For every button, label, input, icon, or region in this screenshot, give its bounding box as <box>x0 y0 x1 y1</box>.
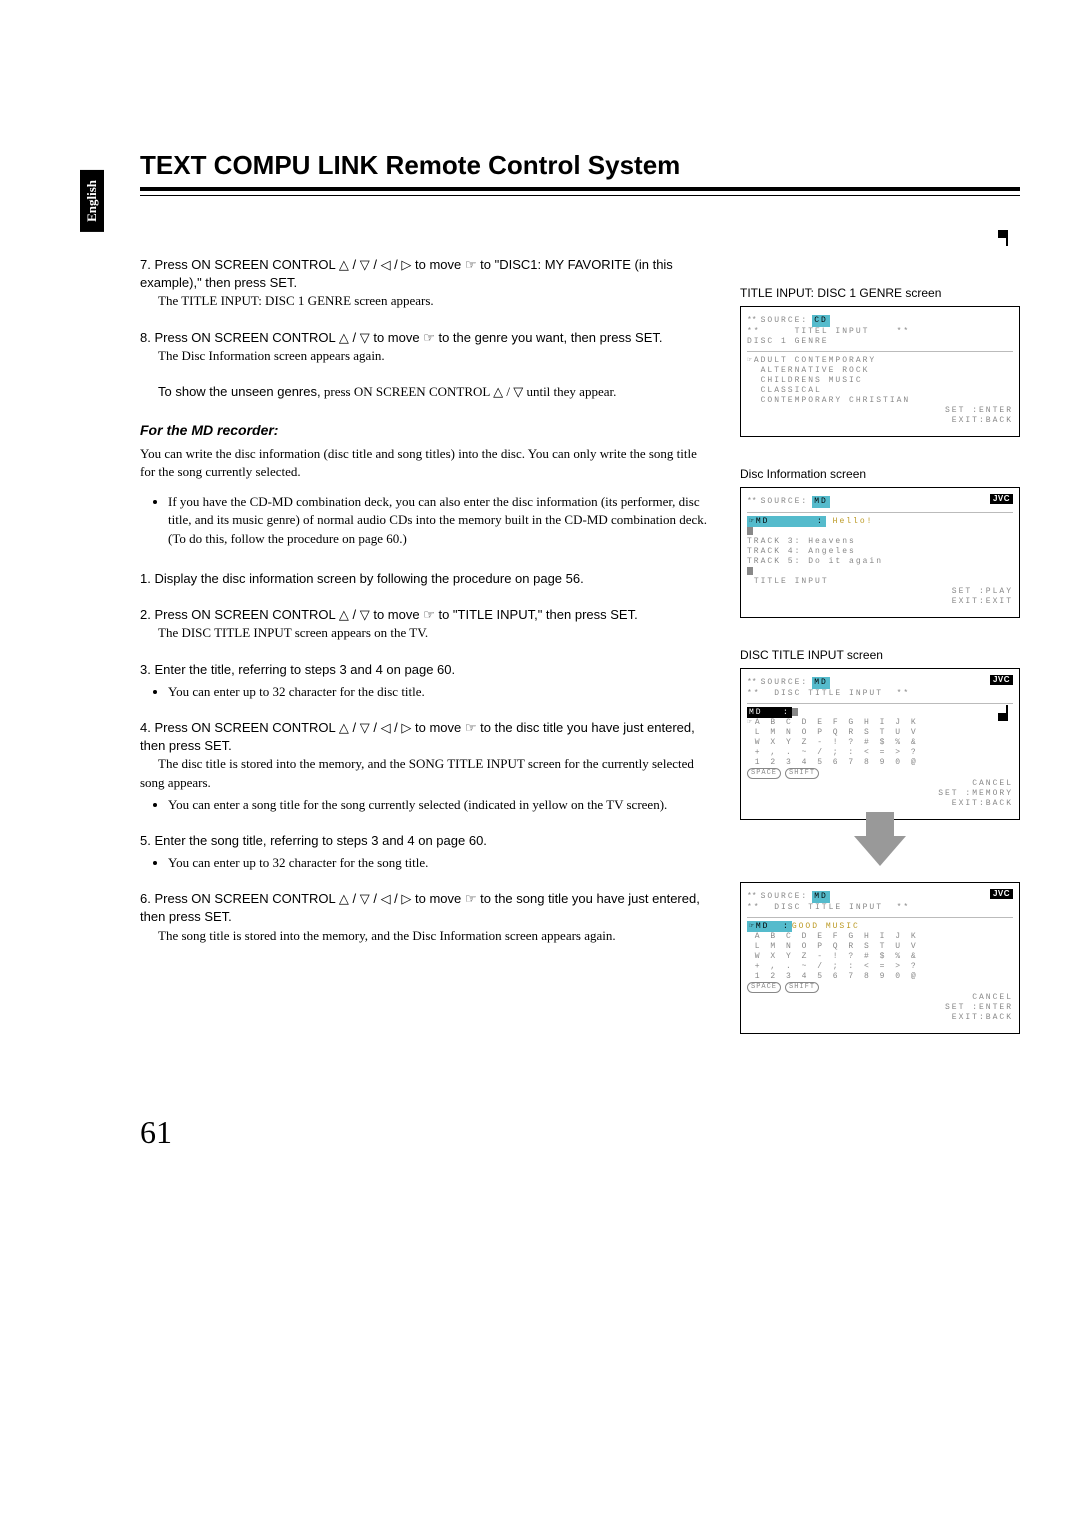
title-rule-thick <box>140 187 1020 191</box>
md-step-6: 6. Press ON SCREEN CONTROL △ / ▽ / ◁ / ▷… <box>140 890 710 945</box>
md-intro-bullet: If you have the CD-MD combination deck, … <box>168 493 710 548</box>
jvc-logo: JVC <box>990 675 1013 685</box>
jvc-logo: JVC <box>990 494 1013 504</box>
disc-title-input-screen-1: JVC SOURCE: MD ** DISC TITLE INPUT ** MD… <box>740 668 1020 820</box>
step-8: 8. Press ON SCREEN CONTROL △ / ▽ to move… <box>140 329 710 402</box>
md-step-2: 2. Press ON SCREEN CONTROL △ / ▽ to move… <box>140 606 710 642</box>
genre-screen: SOURCE: CD ** TITEL INPUT ** DISC 1 GENR… <box>740 306 1020 437</box>
fig-bracket-bottom <box>998 705 1008 721</box>
step-7: 7. Press ON SCREEN CONTROL △ / ▽ / ◁ / ▷… <box>140 256 710 311</box>
caption-disc-title-input: DISC TITLE INPUT screen <box>740 648 1020 662</box>
md-step-5: 5. Enter the song title, referring to st… <box>140 832 710 872</box>
page-title: TEXT COMPU LINK Remote Control System <box>140 150 1020 181</box>
disc-title-input-screen-2: JVC SOURCE: MD ** DISC TITLE INPUT ** ☞M… <box>740 882 1020 1034</box>
caption-disc-info: Disc Information screen <box>740 467 1020 481</box>
md-step-1: 1. Display the disc information screen b… <box>140 570 710 588</box>
page-number: 61 <box>140 1114 1020 1151</box>
body-column: 7. Press ON SCREEN CONTROL △ / ▽ / ◁ / ▷… <box>140 256 710 1034</box>
jvc-logo: JVC <box>990 889 1013 899</box>
fig-bracket-top <box>998 230 1008 246</box>
md-heading: For the MD recorder: <box>140 421 710 441</box>
md-intro: You can write the disc information (disc… <box>140 445 710 481</box>
disc-info-screen: JVC SOURCE: MD ☞MD : Hello! TRACK 3: Hea… <box>740 487 1020 618</box>
figures-column: TITLE INPUT: DISC 1 GENRE screen SOURCE:… <box>740 256 1020 1034</box>
caption-genre-screen: TITLE INPUT: DISC 1 GENRE screen <box>740 286 1020 300</box>
down-arrow-icon <box>854 836 906 866</box>
language-tab: English <box>80 170 104 232</box>
md-step-3: 3. Enter the title, referring to steps 3… <box>140 661 710 701</box>
md-step-4: 4. Press ON SCREEN CONTROL △ / ▽ / ◁ / ▷… <box>140 719 710 814</box>
title-rule-thin <box>140 195 1020 196</box>
